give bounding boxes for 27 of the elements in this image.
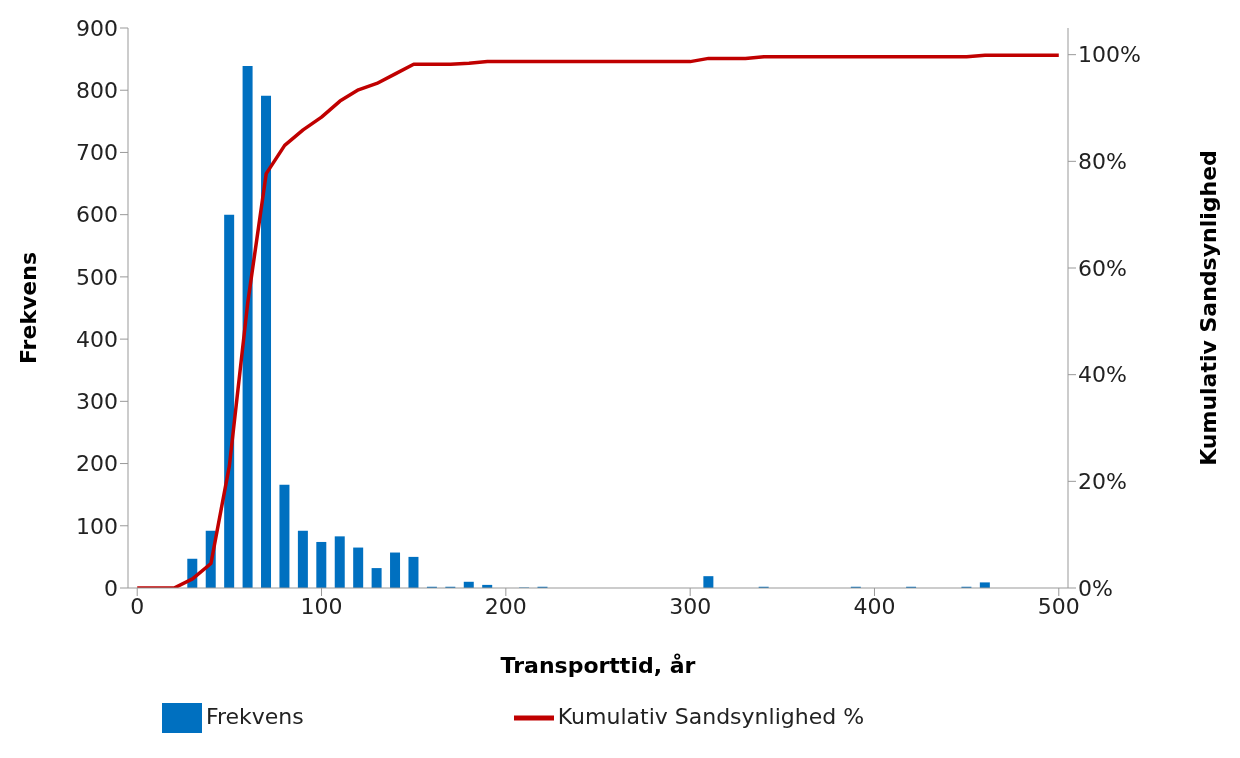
x-tick-label: 400 <box>853 593 896 619</box>
x-tick-label: 300 <box>669 593 712 619</box>
y-tick-label: 700 <box>76 140 118 166</box>
x-tick-label: 500 <box>1037 593 1080 619</box>
x-tick-label: 200 <box>484 593 527 619</box>
y2-tick-label: 80% <box>1078 149 1127 175</box>
y-tick-label: 0 <box>104 575 118 601</box>
y2-tick-label: 20% <box>1078 469 1127 495</box>
y2-tick-label: 60% <box>1078 255 1127 281</box>
y-tick-label: 400 <box>76 326 118 352</box>
y-tick-label: 800 <box>76 78 118 104</box>
y2-axis-title: Kumulativ Sandsynlighed <box>1195 150 1221 466</box>
y-tick-label: 900 <box>76 15 118 41</box>
y2-tick-label: 100% <box>1078 42 1141 68</box>
y-axis-title: Frekvens <box>15 251 41 365</box>
y-tick-label: 500 <box>76 264 118 290</box>
x-tick-label: 100 <box>300 593 343 619</box>
y-tick-label: 200 <box>76 451 118 477</box>
x-axis-title: Transporttid, år <box>500 653 696 678</box>
y-tick-label: 100 <box>76 513 118 539</box>
y2-tick-label: 40% <box>1078 362 1127 388</box>
legend-label: Frekvens <box>205 704 304 729</box>
x-tick-label: 0 <box>130 593 145 619</box>
legend-label: Kumulativ Sandsynlighed % <box>557 704 865 729</box>
y-tick-label: 300 <box>76 389 118 415</box>
y-tick-label: 600 <box>76 202 118 228</box>
y2-tick-label: 0% <box>1078 575 1113 601</box>
